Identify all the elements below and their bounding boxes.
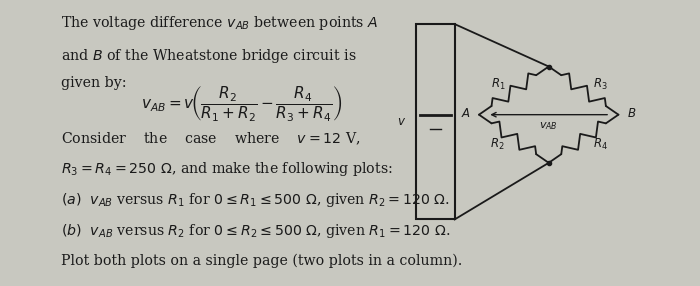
Text: $R_4$: $R_4$ bbox=[593, 137, 608, 152]
Text: given by:: given by: bbox=[61, 76, 126, 90]
Text: Plot both plots on a single page (two plots in a column).: Plot both plots on a single page (two pl… bbox=[61, 253, 462, 268]
Text: $v$: $v$ bbox=[397, 115, 406, 128]
Text: Consider    the    case    where    $v = 12$ V,: Consider the case where $v = 12$ V, bbox=[61, 130, 360, 147]
Text: $R_1$: $R_1$ bbox=[491, 78, 506, 92]
Text: $v_{AB} = v\!\left(\dfrac{R_2}{R_1+R_2} - \dfrac{R_4}{R_3+R_4}\right)$: $v_{AB} = v\!\left(\dfrac{R_2}{R_1+R_2} … bbox=[141, 84, 342, 123]
Text: The voltage difference $v_{AB}$ between points $A$: The voltage difference $v_{AB}$ between … bbox=[61, 14, 378, 32]
Text: $(b)$  $v_{AB}$ versus $R_2$ for $0 \leq R_2 \leq 500\ \Omega$, given $R_1 = 120: $(b)$ $v_{AB}$ versus $R_2$ for $0 \leq … bbox=[61, 222, 450, 240]
Text: $R_3 = R_4 = 250\ \Omega$, and make the following plots:: $R_3 = R_4 = 250\ \Omega$, and make the … bbox=[61, 160, 393, 178]
Text: $(a)$  $v_{AB}$ versus $R_1$ for $0 \leq R_1 \leq 500\ \Omega$, given $R_2 = 120: $(a)$ $v_{AB}$ versus $R_1$ for $0 \leq … bbox=[61, 191, 449, 209]
Text: $B$: $B$ bbox=[626, 107, 636, 120]
Text: $A$: $A$ bbox=[461, 107, 470, 120]
Text: and $B$ of the Wheatstone bridge circuit is: and $B$ of the Wheatstone bridge circuit… bbox=[61, 47, 356, 65]
Text: $R_3$: $R_3$ bbox=[593, 78, 608, 92]
Text: $R_2$: $R_2$ bbox=[490, 137, 505, 152]
Text: $v_{AB}$: $v_{AB}$ bbox=[539, 120, 558, 132]
